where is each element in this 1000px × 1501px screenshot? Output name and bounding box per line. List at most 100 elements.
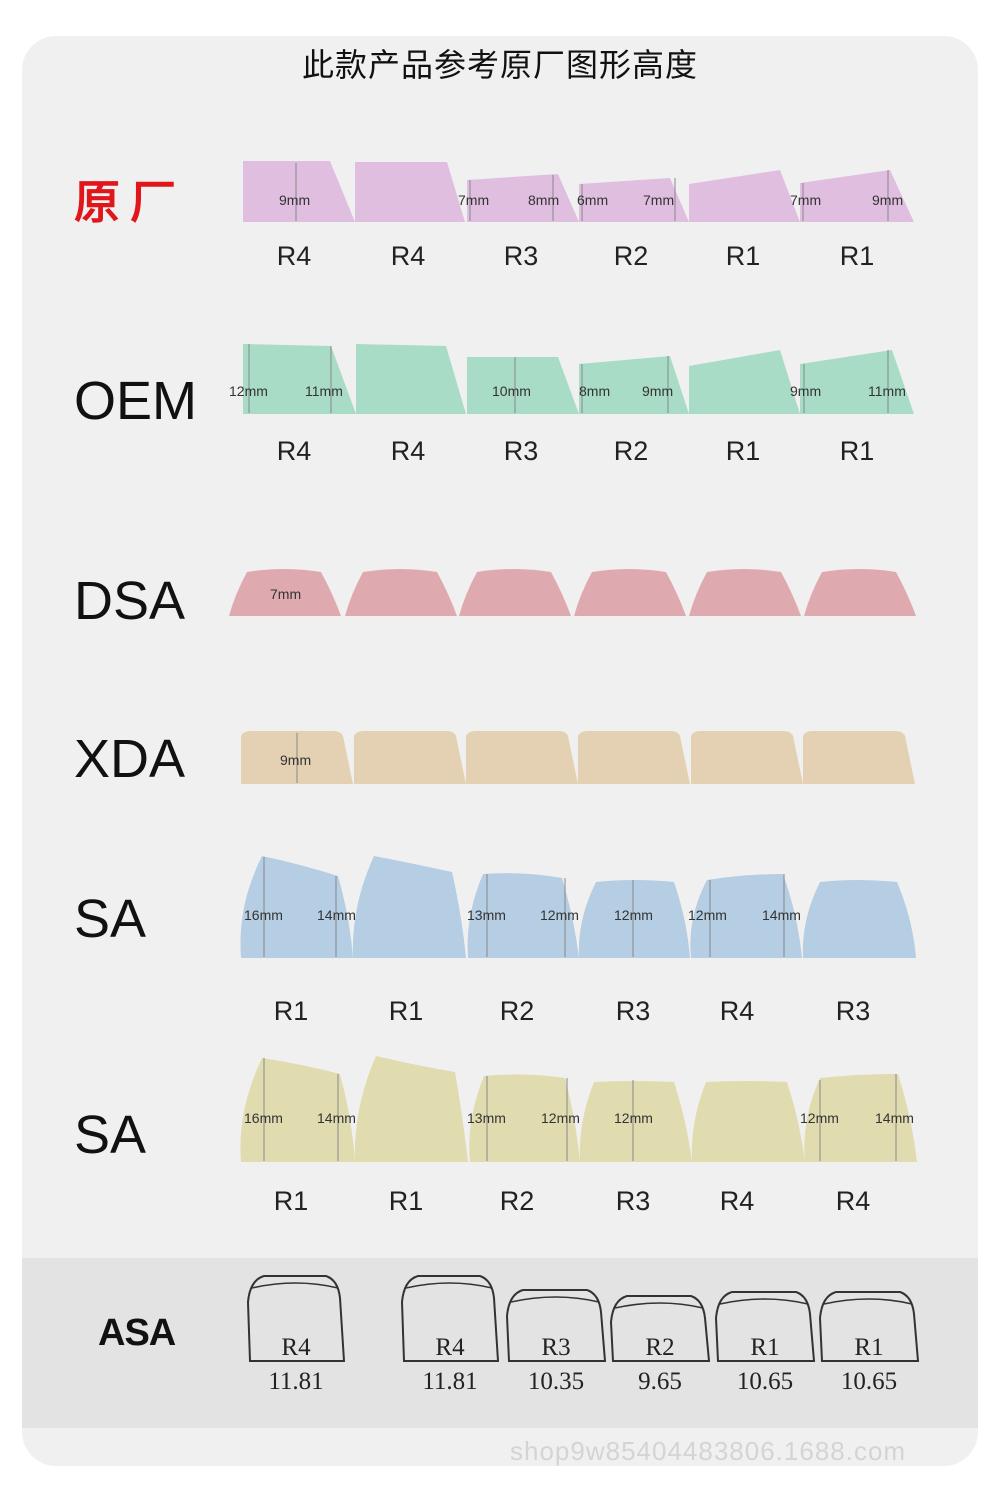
keycap-dsa — [229, 569, 341, 616]
asa-height-value: 11.81 — [422, 1368, 477, 1395]
row-label: R4 — [391, 436, 426, 466]
measure-label: 12mm — [229, 383, 268, 399]
row-label: R3 — [836, 996, 871, 1026]
asa-row-label: R1 — [854, 1334, 883, 1361]
row-name-xda: XDA — [74, 729, 186, 789]
keycap-oem — [800, 350, 914, 414]
keycap-dsa — [574, 569, 686, 616]
keycap-sa — [240, 1058, 355, 1162]
measure-label: 13mm — [467, 1110, 506, 1126]
asa-height-value: 11.81 — [268, 1368, 323, 1395]
asa-keycap-outline — [818, 1291, 920, 1362]
row-label: R4 — [836, 1186, 871, 1216]
row-label: R3 — [504, 436, 539, 466]
keycap-oem — [467, 357, 579, 414]
asa-height-value: 10.65 — [841, 1368, 897, 1395]
row-label: R4 — [720, 1186, 755, 1216]
keycap-oem — [243, 344, 356, 414]
measure-label: 9mm — [279, 192, 310, 208]
row-name-original: 原厂 — [74, 175, 186, 229]
keycap-original — [689, 170, 800, 222]
keycap-original — [243, 161, 355, 222]
asa-row-label: R1 — [750, 1334, 779, 1361]
keycap-oem — [356, 344, 466, 414]
row-label: R4 — [277, 436, 312, 466]
row-label: R1 — [389, 1186, 424, 1216]
keycap-sa — [802, 880, 916, 958]
asa-keycap-outline — [505, 1289, 607, 1362]
row-label: R4 — [277, 241, 312, 271]
asa-keycap-top-edge — [251, 1282, 339, 1289]
measure-label: 10mm — [492, 383, 531, 399]
measure-label: 12mm — [800, 1110, 839, 1126]
measure-label: 7mm — [458, 192, 489, 208]
keycap-original — [467, 174, 579, 222]
row-label: R1 — [274, 996, 309, 1026]
watermark: shop9w85404483806.1688.com — [510, 1436, 907, 1466]
asa-row-label: R4 — [435, 1334, 465, 1361]
row-name-sa-1: SA — [74, 889, 147, 949]
asa-keycap-top-edge — [719, 1298, 809, 1305]
asa-row-label: R2 — [645, 1334, 674, 1361]
row-label: R1 — [274, 1186, 309, 1216]
asa-height-value: 9.65 — [638, 1368, 682, 1395]
row-label: R3 — [504, 241, 539, 271]
keycap-sa — [469, 1074, 580, 1162]
measure-label: 13mm — [467, 907, 506, 923]
keycap-sa — [804, 1074, 917, 1162]
asa-row-label: R4 — [281, 1334, 311, 1361]
row-name-oem: OEM — [74, 371, 198, 431]
measure-label: 7mm — [643, 192, 674, 208]
keycap-oem — [689, 350, 800, 414]
keycap-original — [355, 162, 465, 222]
page-title: 此款产品参考原厂图形高度 — [301, 46, 698, 84]
row-label: R1 — [726, 241, 761, 271]
measure-label: 8mm — [528, 192, 559, 208]
row-label: R4 — [391, 241, 426, 271]
measure-label: 14mm — [762, 907, 801, 923]
keycap-original — [579, 178, 689, 222]
measure-label: 9mm — [642, 383, 673, 399]
row-label: R4 — [720, 996, 755, 1026]
asa-keycap-outline — [609, 1295, 711, 1362]
keycap-sa — [690, 874, 802, 958]
row-label: R2 — [614, 241, 649, 271]
keycap-oem — [579, 356, 689, 414]
measure-label: 8mm — [579, 383, 610, 399]
keycap-dsa — [804, 569, 916, 616]
row-label: R1 — [840, 436, 875, 466]
measure-label: 7mm — [270, 586, 301, 602]
asa-keycap-outline — [714, 1291, 816, 1362]
keycap-sa — [578, 880, 690, 958]
measure-label: 14mm — [875, 1110, 914, 1126]
keycap-sa — [352, 856, 466, 958]
keycap-xda — [578, 731, 690, 784]
keycap-dsa — [345, 569, 457, 616]
row-label: R3 — [616, 1186, 651, 1216]
asa-keycap-top-edge — [614, 1302, 704, 1309]
row-label: R3 — [616, 996, 651, 1026]
row-label: R1 — [840, 241, 875, 271]
measure-label: 16mm — [244, 907, 283, 923]
asa-keycap-top-edge — [510, 1296, 600, 1303]
row-name-asa: ASA — [98, 1312, 176, 1354]
measure-label: 12mm — [688, 907, 727, 923]
asa-keycap-top-edge — [405, 1282, 493, 1289]
row-label: R1 — [726, 436, 761, 466]
measure-label: 16mm — [244, 1110, 283, 1126]
measure-label: 14mm — [317, 1110, 356, 1126]
keycap-sa — [354, 1056, 468, 1162]
measure-label: 9mm — [872, 192, 903, 208]
measure-label: 12mm — [614, 907, 653, 923]
keycap-xda — [466, 731, 578, 784]
keycap-sa — [691, 1081, 805, 1162]
asa-height-value: 10.35 — [528, 1368, 584, 1395]
row-label: R2 — [500, 996, 535, 1026]
asa-height-value: 10.65 — [737, 1368, 793, 1395]
row-label: R2 — [614, 436, 649, 466]
keycap-sa — [240, 856, 353, 958]
keycap-xda — [354, 731, 466, 784]
row-name-sa-2: SA — [74, 1105, 147, 1165]
asa-keycap-top-edge — [823, 1298, 913, 1305]
